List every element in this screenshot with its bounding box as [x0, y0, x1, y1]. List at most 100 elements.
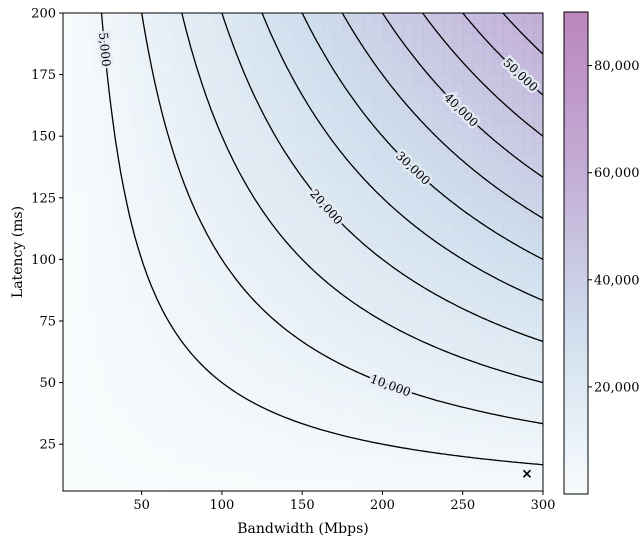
heat-cell — [473, 153, 484, 164]
heat-cell — [213, 413, 224, 424]
heat-cell — [113, 123, 124, 134]
heat-cell — [453, 123, 464, 134]
heat-cell — [403, 193, 414, 204]
heat-cell — [303, 443, 314, 454]
heat-cell — [183, 233, 194, 244]
heat-cell — [223, 163, 234, 174]
heat-cell — [253, 203, 264, 214]
heat-cell — [163, 113, 174, 124]
heat-cell — [83, 273, 94, 284]
heat-cell — [533, 143, 543, 154]
heat-cell — [133, 43, 144, 54]
heat-cell — [143, 293, 154, 304]
heat-cell — [153, 243, 164, 254]
heat-cell — [373, 443, 384, 454]
heat-cell — [513, 403, 524, 414]
heat-cell — [213, 103, 224, 114]
heat-cell — [193, 353, 204, 364]
heat-cell — [213, 233, 224, 244]
heat-cell — [133, 73, 144, 84]
heat-cell — [503, 253, 514, 264]
heat-cell — [303, 273, 314, 284]
heat-cell — [123, 193, 134, 204]
heat-cell — [243, 393, 254, 404]
heat-cell — [303, 373, 314, 384]
heat-cell — [483, 53, 494, 64]
heat-cell — [83, 23, 94, 34]
heat-cell — [533, 483, 543, 491]
heat-cell — [83, 403, 94, 414]
heat-cell — [443, 293, 454, 304]
heat-cell — [353, 463, 364, 474]
heat-cell — [393, 273, 404, 284]
heat-cell — [263, 233, 274, 244]
heat-cell — [283, 263, 294, 274]
heat-cell — [373, 373, 384, 384]
heat-cell — [413, 83, 424, 94]
heat-cell — [173, 253, 184, 264]
heat-cell — [173, 453, 184, 464]
heat-cell — [483, 413, 494, 424]
heat-cell — [513, 293, 524, 304]
heat-cell — [533, 343, 543, 354]
heat-cell — [303, 323, 314, 334]
heat-cell — [183, 353, 194, 364]
heat-cell — [83, 243, 94, 254]
heat-cell — [83, 123, 94, 134]
heat-cell — [123, 23, 134, 34]
heat-cell — [283, 13, 294, 24]
heat-cell — [453, 133, 464, 144]
heat-cell — [513, 103, 524, 114]
heat-cell — [303, 263, 314, 274]
heat-cell — [343, 343, 354, 354]
heat-cell — [233, 443, 244, 454]
heat-cell — [133, 83, 144, 94]
heat-cell — [393, 143, 404, 154]
heat-cell — [183, 453, 194, 464]
heat-cell — [453, 263, 464, 274]
heat-cell — [253, 433, 264, 444]
heat-cell — [113, 343, 124, 354]
heat-cell — [273, 183, 284, 194]
heat-cell — [263, 123, 274, 134]
heat-cell — [493, 113, 504, 124]
heat-cell — [413, 253, 424, 264]
heat-cell — [263, 293, 274, 304]
heat-cell — [393, 193, 404, 204]
heat-cell — [223, 343, 234, 354]
heat-cell — [513, 423, 524, 434]
heat-cell — [103, 133, 114, 144]
heat-cell — [363, 203, 374, 214]
heat-cell — [263, 413, 274, 424]
heat-cell — [403, 453, 414, 464]
heat-cell — [73, 123, 84, 134]
heat-cell — [453, 43, 464, 54]
heat-cell — [103, 293, 114, 304]
heat-cell — [333, 153, 344, 164]
heat-cell — [333, 63, 344, 74]
heat-cell — [343, 203, 354, 214]
heat-cell — [203, 423, 214, 434]
heat-cell — [403, 323, 414, 334]
heat-cell — [93, 113, 104, 124]
heat-cell — [513, 413, 524, 424]
heat-cell — [153, 433, 164, 444]
heat-cell — [473, 33, 484, 44]
heat-cell — [433, 433, 444, 444]
heat-cell — [373, 203, 384, 214]
heat-cell — [143, 263, 154, 274]
heat-cell — [243, 473, 254, 484]
heat-cell — [523, 173, 534, 184]
heat-cell — [223, 173, 234, 184]
heat-cell — [103, 453, 114, 464]
heat-cell — [263, 183, 274, 194]
heat-cell — [353, 53, 364, 64]
heat-cell — [233, 83, 244, 94]
heat-cell — [393, 203, 404, 214]
heat-cell — [453, 93, 464, 104]
heat-cell — [513, 83, 524, 94]
heat-cell — [443, 73, 454, 84]
heat-cell — [183, 53, 194, 64]
heat-cell — [513, 63, 524, 74]
heat-cell — [283, 43, 294, 54]
